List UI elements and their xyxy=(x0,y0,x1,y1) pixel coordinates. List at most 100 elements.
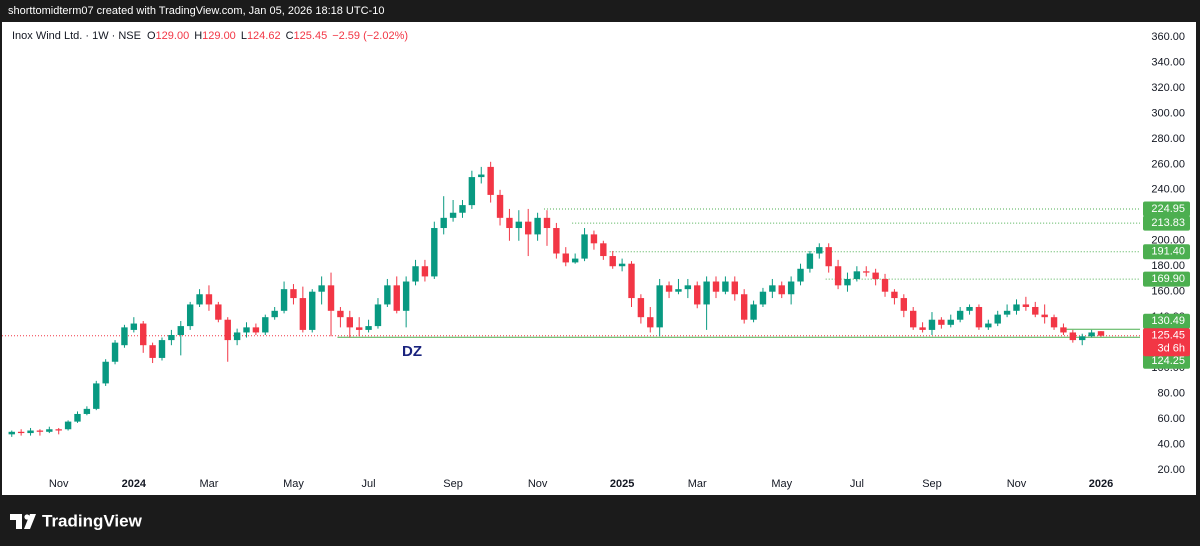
chart-panel xyxy=(2,22,1196,495)
candle-body xyxy=(1022,304,1030,307)
candle-body xyxy=(449,212,457,218)
level-label-box xyxy=(1143,313,1190,329)
candle-body xyxy=(947,319,954,325)
logo-mark xyxy=(24,514,36,529)
candle-body xyxy=(872,272,879,279)
candle-body xyxy=(769,285,776,292)
candle-body xyxy=(628,263,635,299)
candle-body xyxy=(271,310,278,318)
candle-body xyxy=(900,298,908,311)
x-tick-label: Mar xyxy=(688,478,707,490)
level-label: 130.49 xyxy=(1151,315,1185,327)
candle-body xyxy=(1060,327,1067,333)
candle-body xyxy=(703,281,710,305)
x-tick-label: May xyxy=(283,478,304,490)
candle-body xyxy=(1013,304,1020,311)
plot: 20.0040.0060.0080.00100.00120.00140.0016… xyxy=(2,31,1190,490)
candle-body xyxy=(17,431,25,434)
countdown: 3d 6h xyxy=(1157,343,1185,355)
candle-body xyxy=(797,268,804,282)
candle-body xyxy=(177,326,184,336)
y-tick-label: 160.00 xyxy=(1151,286,1185,298)
candle-body xyxy=(8,431,15,435)
logo-mark xyxy=(10,514,22,529)
y-tick-label: 280.00 xyxy=(1151,133,1185,145)
candle-body xyxy=(27,430,34,434)
header-text: shorttomidterm07 created with TradingVie… xyxy=(8,5,384,17)
candle-body xyxy=(233,332,241,341)
candle-body xyxy=(280,289,288,311)
candle-body xyxy=(224,319,231,341)
candle-body xyxy=(1032,306,1039,315)
candle-body xyxy=(684,285,692,290)
candle-body xyxy=(863,271,870,273)
candle-body xyxy=(553,228,560,254)
candle-body xyxy=(806,253,814,269)
y-tick-label: 320.00 xyxy=(1151,82,1185,94)
candle-body xyxy=(919,327,926,330)
y-tick-label: 300.00 xyxy=(1151,107,1185,119)
candle-body xyxy=(186,304,194,327)
candle-body xyxy=(637,298,645,318)
candle-body xyxy=(130,323,138,330)
legend-change: −2.59 (−2.02%) xyxy=(332,30,408,42)
candle-body xyxy=(46,429,53,432)
legend-value: 125.45 xyxy=(294,30,328,42)
candle-body xyxy=(778,285,785,295)
candle-body xyxy=(506,217,513,229)
y-tick-label: 200.00 xyxy=(1151,235,1185,247)
candle-body xyxy=(64,421,72,430)
candle-body xyxy=(374,304,382,327)
y-tick-label: 360.00 xyxy=(1151,31,1185,43)
candle-body xyxy=(525,221,532,235)
candle-body xyxy=(393,285,400,311)
candle-body xyxy=(1069,332,1077,341)
x-tick-label: Mar xyxy=(199,478,218,490)
candle-body xyxy=(215,304,222,320)
candle-body xyxy=(83,408,91,414)
candle-body xyxy=(647,317,654,328)
candle-body xyxy=(750,304,757,320)
level-label-box xyxy=(1143,201,1190,217)
y-tick-label: 260.00 xyxy=(1151,158,1185,170)
level-label: 191.40 xyxy=(1151,246,1185,258)
candle-body xyxy=(581,234,588,259)
candle-body xyxy=(618,263,626,267)
x-tick-label: Nov xyxy=(1007,478,1027,490)
candle-body xyxy=(158,340,166,358)
candle-body xyxy=(694,285,701,305)
candle-body xyxy=(402,281,410,311)
x-tick-label: Jul xyxy=(850,478,864,490)
candle-body xyxy=(478,174,485,178)
level-label-box xyxy=(1143,215,1190,231)
candle-body xyxy=(1050,317,1058,328)
candle-body xyxy=(102,361,109,384)
legend: Inox Wind Ltd. · 1W · NSE O129.00 H129.00 L… xyxy=(12,30,408,42)
candle-body xyxy=(759,291,767,305)
candle-body xyxy=(938,319,945,325)
candle-body xyxy=(825,247,832,267)
candle-body xyxy=(1079,336,1086,341)
x-tick-label: Nov xyxy=(49,478,69,490)
candle-body xyxy=(816,247,823,254)
candle-body xyxy=(168,335,175,341)
candle-body xyxy=(1003,310,1011,315)
candle-body xyxy=(966,306,973,311)
candle-body xyxy=(891,291,898,299)
price-label-box xyxy=(1143,328,1190,357)
level-label: 169.90 xyxy=(1151,273,1185,285)
candle-body xyxy=(956,310,964,320)
candle-body xyxy=(731,281,738,295)
candle-body xyxy=(468,177,476,206)
y-tick-label: 340.00 xyxy=(1151,56,1185,68)
candle-body xyxy=(722,281,729,292)
legend-symbol: Inox Wind Ltd. · 1W · NSE xyxy=(12,30,141,42)
candle-body xyxy=(675,289,682,292)
legend-key: C xyxy=(286,30,294,42)
candle-body xyxy=(318,285,325,292)
candle-body xyxy=(1041,314,1048,318)
legend-key: L xyxy=(241,30,247,42)
x-tick-label: Sep xyxy=(922,478,942,490)
legend-key: H xyxy=(194,30,202,42)
